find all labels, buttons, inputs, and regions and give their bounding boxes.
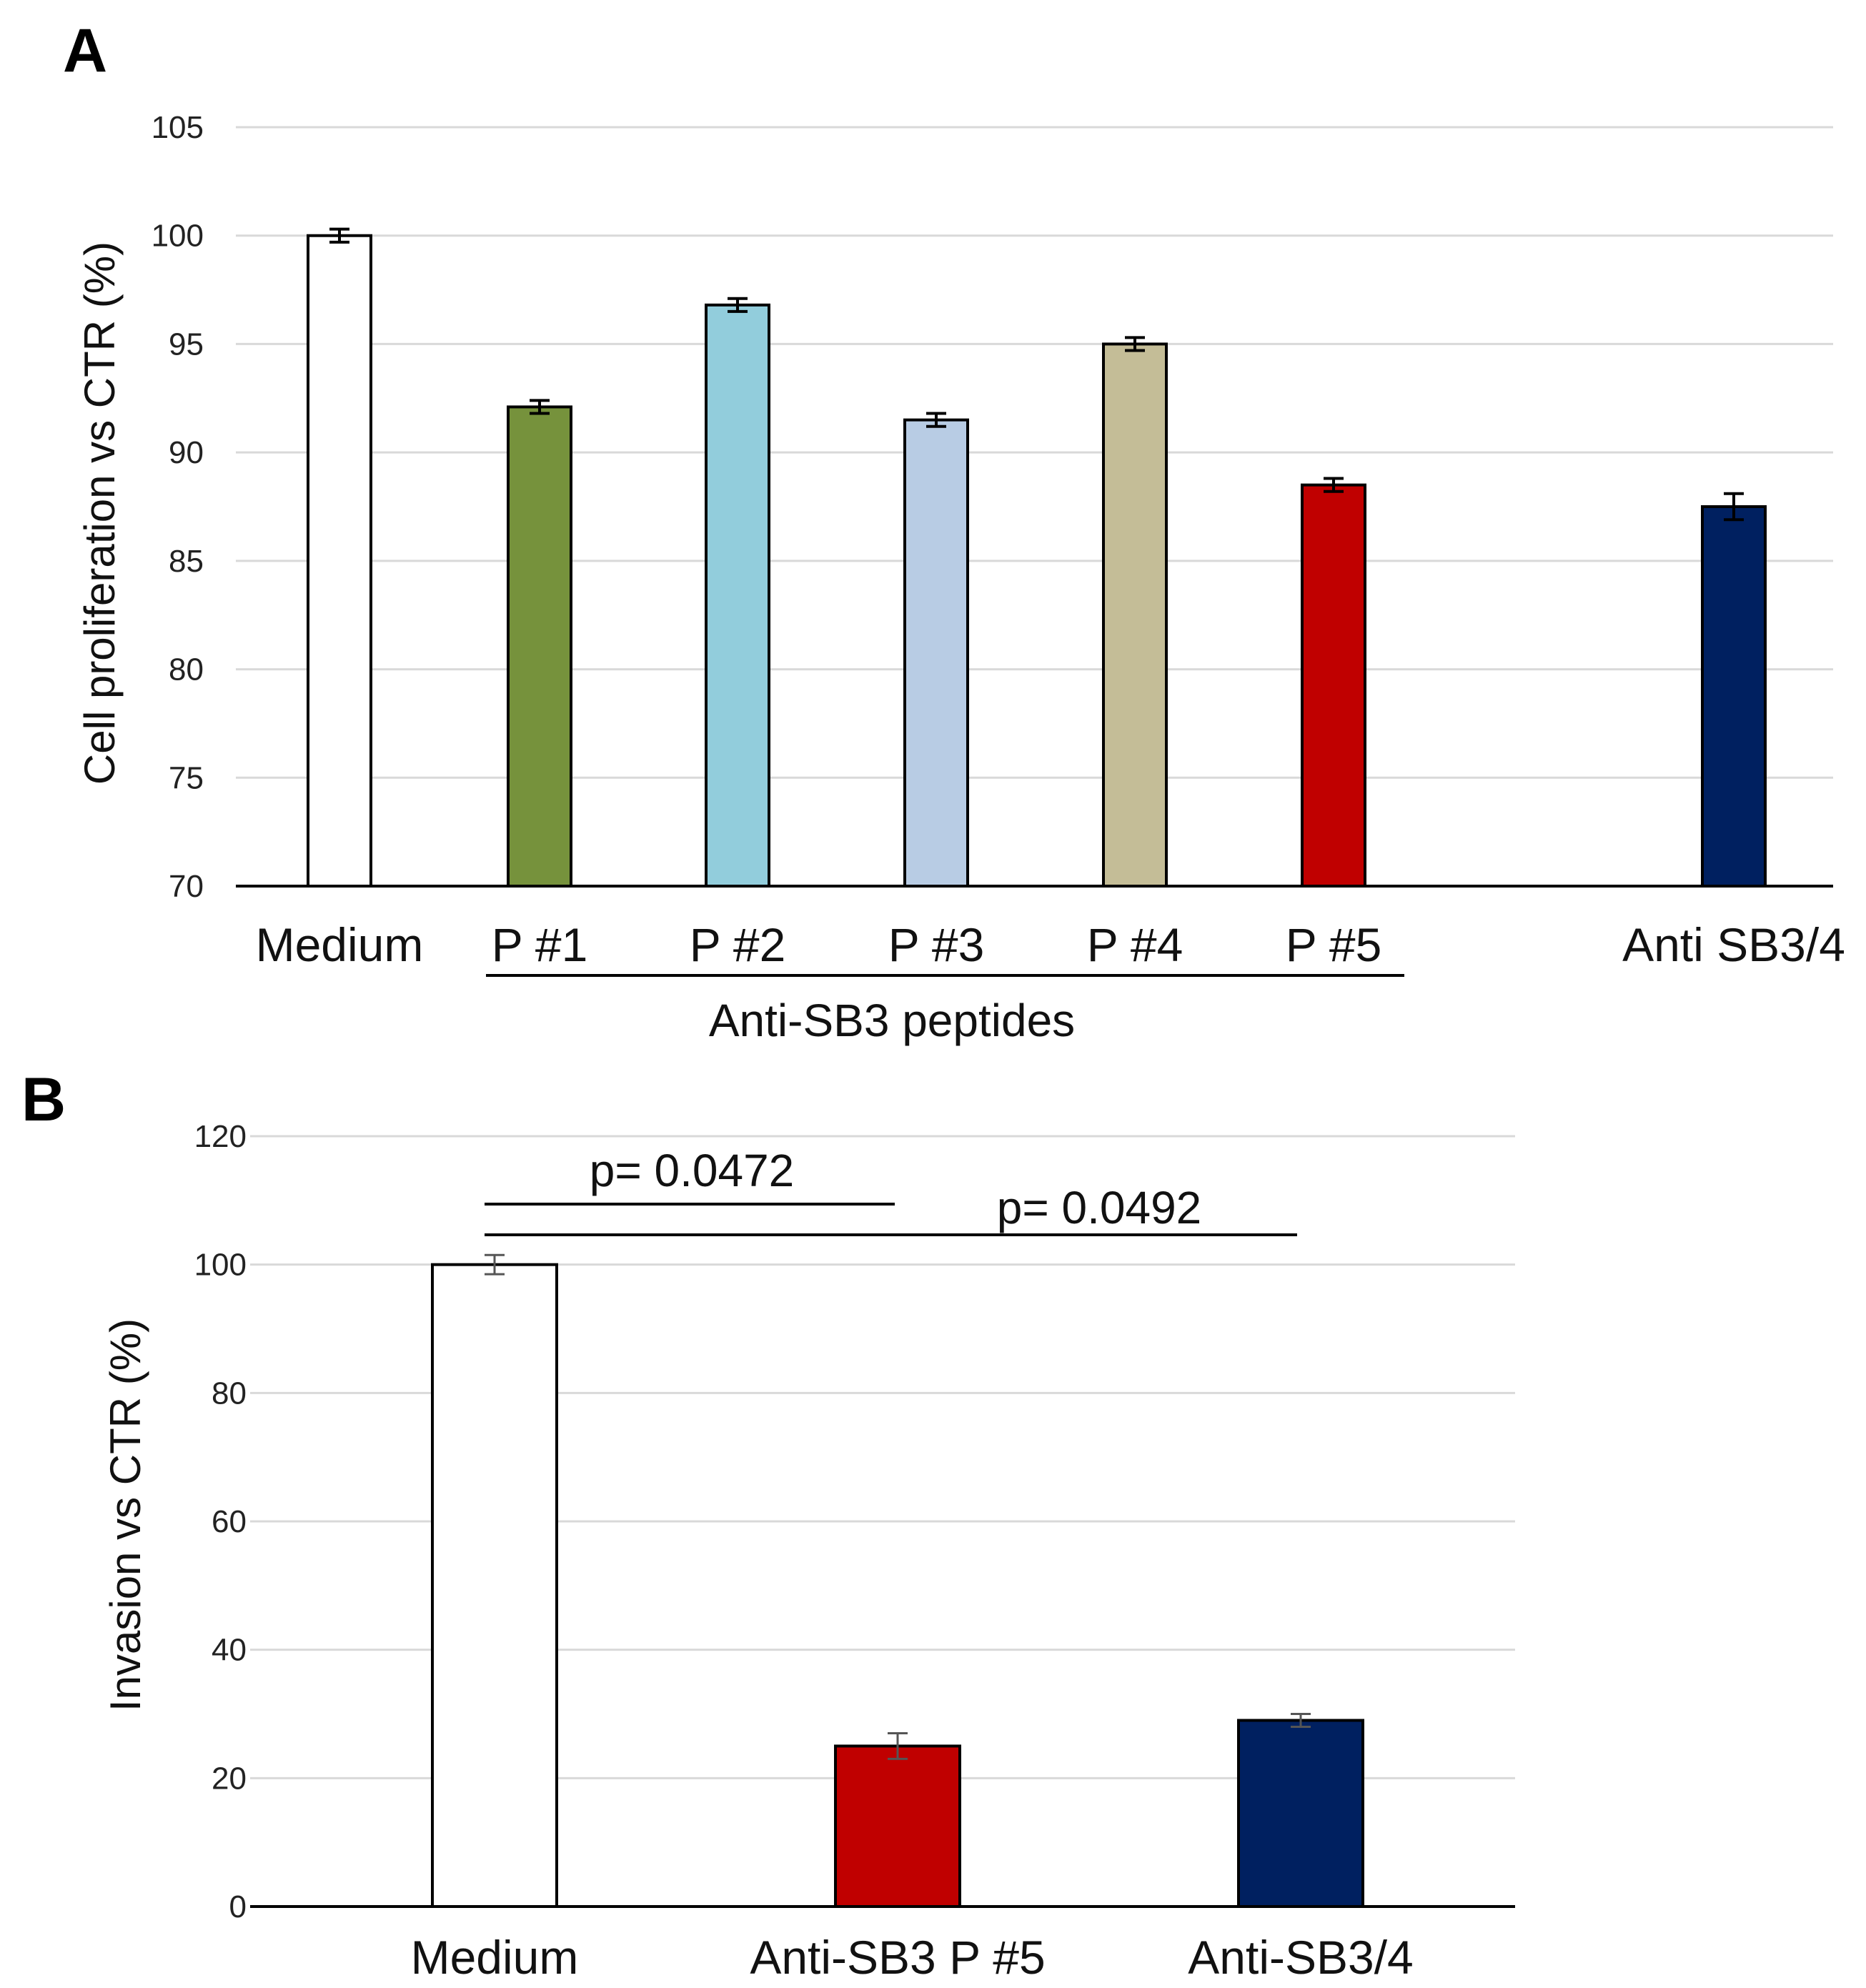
panel-a-bar-medium [307, 234, 372, 888]
panel-b-y-axis-title: Invasion vs CTR (%) [101, 1318, 149, 1711]
panel-b-chart: B Invasion vs CTR (%) p= 0.0472 p= 0.049… [21, 1065, 1515, 1984]
panel-b-bar-anti-sb3-p-5 [834, 1744, 961, 1909]
panel-a-bar-anti-sb3-4 [1701, 505, 1767, 888]
panel-b-x-category-label: Anti-SB3/4 [1188, 1931, 1414, 1984]
panel-b-y-tick-label: 120 [194, 1119, 247, 1154]
panel-a-x-category-label: P #4 [1087, 918, 1183, 971]
panel-a-y-tick-label: 90 [169, 435, 204, 470]
panel-a-y-tick-label: 75 [169, 760, 204, 795]
panel-a-y-tick-label: 85 [169, 544, 204, 579]
panel-b-x-category-label: Anti-SB3 P #5 [750, 1931, 1045, 1984]
panel-a-bar-p-5 [1301, 483, 1366, 888]
panel-a-y-tick-label: 70 [169, 869, 204, 904]
panel-a-bar-p-4 [1102, 342, 1168, 888]
p-value-label-2: p= 0.0492 [997, 1182, 1202, 1233]
panel-b-bar-medium [431, 1263, 558, 1908]
panel-a-x-category-label: P #1 [492, 918, 588, 971]
panel-a-letter: A [63, 16, 107, 85]
panel-a-x-category-label: P #5 [1286, 918, 1382, 971]
panel-a-y-axis-title: Cell proliferation vs CTR (%) [76, 242, 124, 785]
panel-a-y-tick-label: 105 [152, 110, 204, 145]
panel-a-group-label: Anti-SB3 peptides [709, 995, 1075, 1046]
p-value-label-1: p= 0.0472 [590, 1145, 795, 1196]
panel-b-y-tick-label: 80 [212, 1376, 247, 1411]
panel-a-x-category-label: P #2 [690, 918, 786, 971]
panel-b-letter: B [21, 1065, 66, 1134]
panel-a-bar-p-3 [903, 418, 969, 888]
panel-a-y-tick-label: 95 [169, 327, 204, 362]
panel-a-chart: A Cell proliferation vs CTR (%) Anti-SB3… [63, 16, 1845, 1046]
panel-b-x-category-label: Medium [411, 1931, 579, 1984]
panel-a-y-tick-label: 100 [152, 219, 204, 254]
panel-b-bar-anti-sb3-4 [1237, 1719, 1364, 1909]
panel-a-bar-p-1 [507, 405, 572, 888]
panel-b-y-tick-label: 60 [212, 1504, 247, 1539]
panel-b-y-tick-label: 20 [212, 1761, 247, 1796]
panel-b-y-tick-label: 100 [194, 1248, 247, 1283]
panel-a-x-category-label: Medium [256, 918, 424, 971]
panel-a-x-category-label: Anti SB3/4 [1622, 918, 1845, 971]
panel-b-y-tick-label: 40 [212, 1633, 247, 1668]
panel-a-x-category-label: P #3 [888, 918, 985, 971]
panel-a-y-tick-label: 80 [169, 652, 204, 687]
panel-b-y-tick-label: 0 [229, 1889, 247, 1924]
panel-a-bar-p-2 [705, 303, 770, 888]
